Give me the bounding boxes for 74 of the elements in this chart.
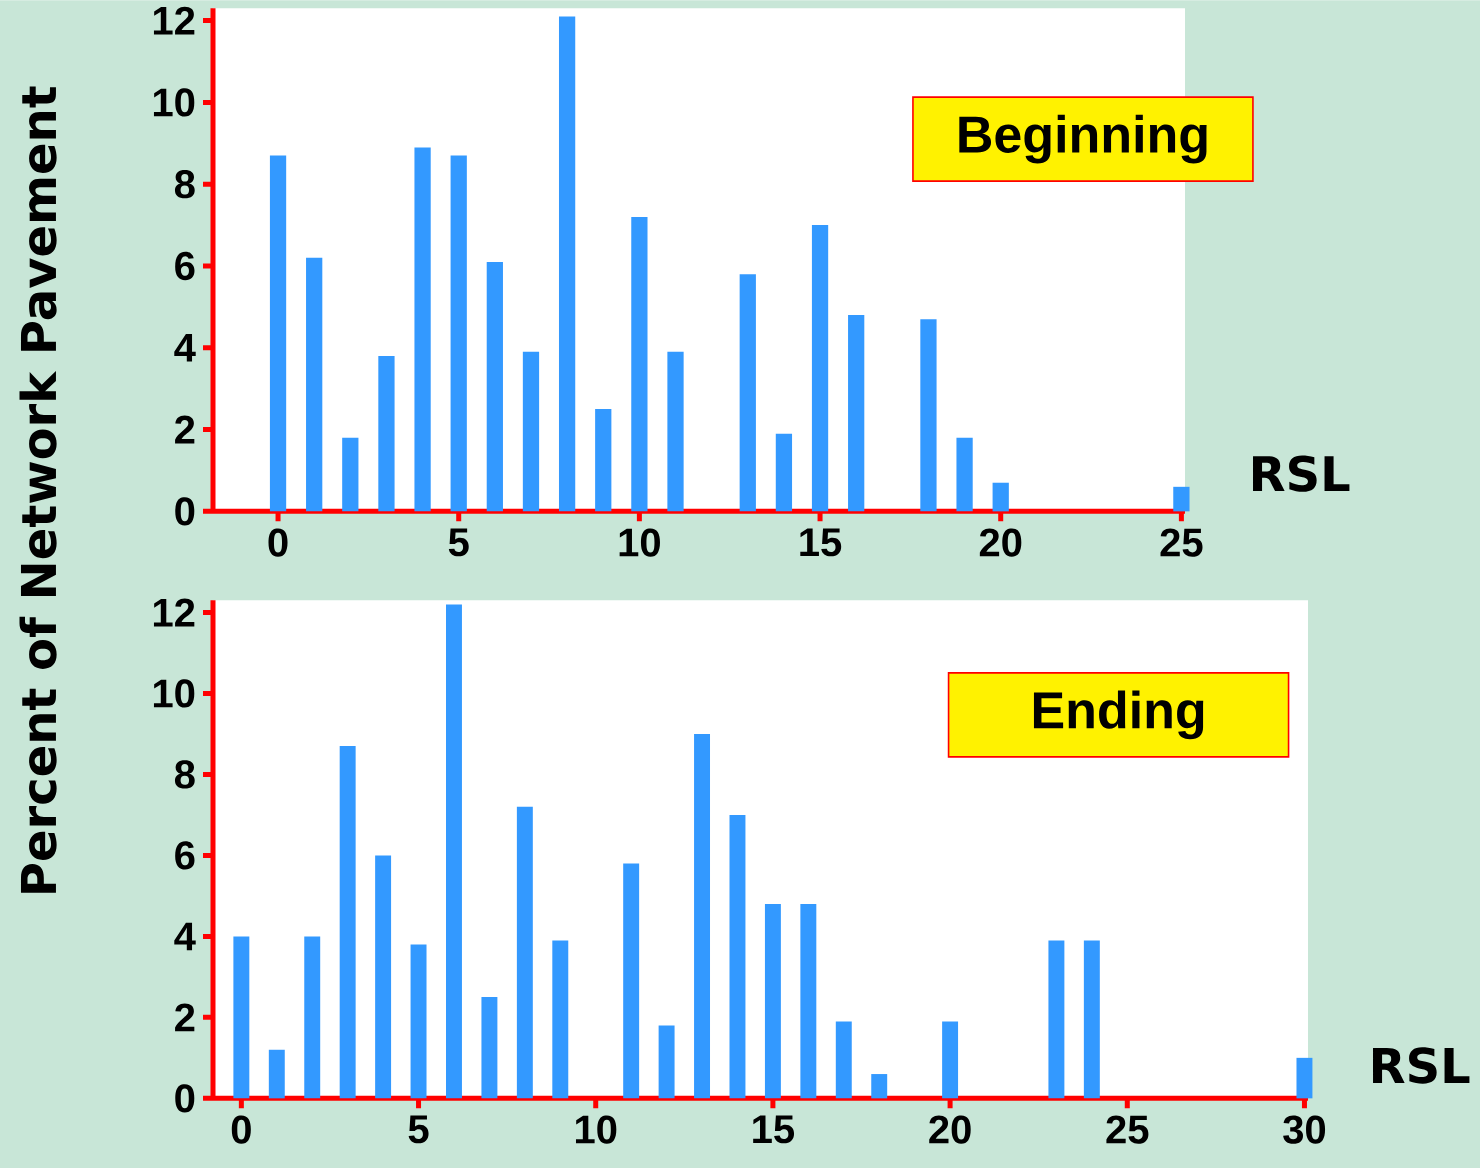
bar	[339, 745, 356, 1099]
x-tick-label: 10	[619, 528, 660, 557]
bar	[378, 355, 395, 512]
x-tick-label: 20	[979, 528, 1022, 557]
bar	[516, 806, 533, 1099]
x-tick-label: 5	[408, 1115, 429, 1144]
x-tick-label: 15	[800, 528, 842, 557]
x-tick-label: 15	[753, 1115, 795, 1144]
bar	[920, 318, 937, 512]
bar	[595, 408, 612, 512]
x-tick-label: 0	[268, 528, 288, 557]
bar	[956, 437, 973, 512]
bar	[667, 351, 684, 512]
bar	[658, 1025, 675, 1099]
bar	[811, 224, 829, 512]
x-tick-label: 25	[1106, 1115, 1149, 1144]
bar	[729, 814, 746, 1099]
bar	[558, 16, 576, 512]
bar	[306, 257, 323, 512]
bar	[835, 1021, 852, 1099]
bar	[631, 216, 648, 512]
y-tick-label: 10	[153, 679, 195, 708]
bar	[233, 936, 250, 1099]
bar	[764, 903, 781, 1099]
bar	[269, 155, 287, 512]
bar	[450, 155, 467, 512]
bar	[486, 261, 503, 512]
bar	[848, 314, 865, 512]
y-tick-label: 12	[153, 598, 195, 627]
bar	[304, 936, 321, 1099]
x-tick-label: 0	[231, 1115, 251, 1144]
y-tick-label: 2	[175, 1003, 195, 1032]
x-tick-label: 5	[448, 528, 469, 557]
y-tick-label: 10	[153, 88, 195, 117]
bar	[552, 940, 569, 1099]
y-axis-title: Percent of Network Pavement	[19, 86, 57, 893]
bar	[446, 604, 462, 1099]
y-tick-label: 2	[175, 415, 195, 444]
bar	[1296, 1057, 1313, 1099]
bar	[268, 1049, 285, 1099]
annotation: Ending	[1033, 690, 1204, 740]
bar	[342, 437, 359, 512]
bar	[410, 944, 427, 1099]
bar	[694, 733, 711, 1099]
y-tick-label: 8	[174, 760, 195, 789]
y-tick-label: 6	[175, 841, 195, 870]
bar	[942, 1021, 959, 1099]
x-tick-label: 10	[575, 1115, 617, 1144]
bar	[800, 903, 817, 1099]
y-tick-label: 4	[174, 333, 196, 362]
x-tick-label: 30	[1283, 1115, 1326, 1144]
bar	[871, 1073, 888, 1099]
y-tick-label: 6	[175, 251, 195, 280]
x-axis-title: RSL	[1253, 455, 1350, 492]
y-tick-label: 4	[174, 922, 196, 950]
y-tick-label: 0	[175, 1084, 195, 1113]
bar	[739, 274, 756, 512]
bar	[623, 863, 640, 1099]
bar	[775, 433, 793, 512]
bar	[1083, 940, 1100, 1099]
x-tick-label: 25	[1160, 528, 1203, 557]
bar	[1048, 940, 1065, 1099]
y-tick-label: 0	[175, 497, 195, 526]
bar	[414, 147, 431, 512]
y-tick-label: 8	[174, 169, 195, 199]
x-axis-title: RSL	[1373, 1047, 1470, 1084]
annotation: Beginning	[959, 114, 1207, 164]
x-tick-label: 20	[929, 1115, 971, 1144]
bar	[481, 996, 498, 1099]
bar	[522, 351, 540, 512]
y-tick-label: 12	[153, 6, 195, 35]
bar	[375, 855, 392, 1099]
bar	[992, 482, 1009, 512]
bar	[1173, 486, 1190, 512]
